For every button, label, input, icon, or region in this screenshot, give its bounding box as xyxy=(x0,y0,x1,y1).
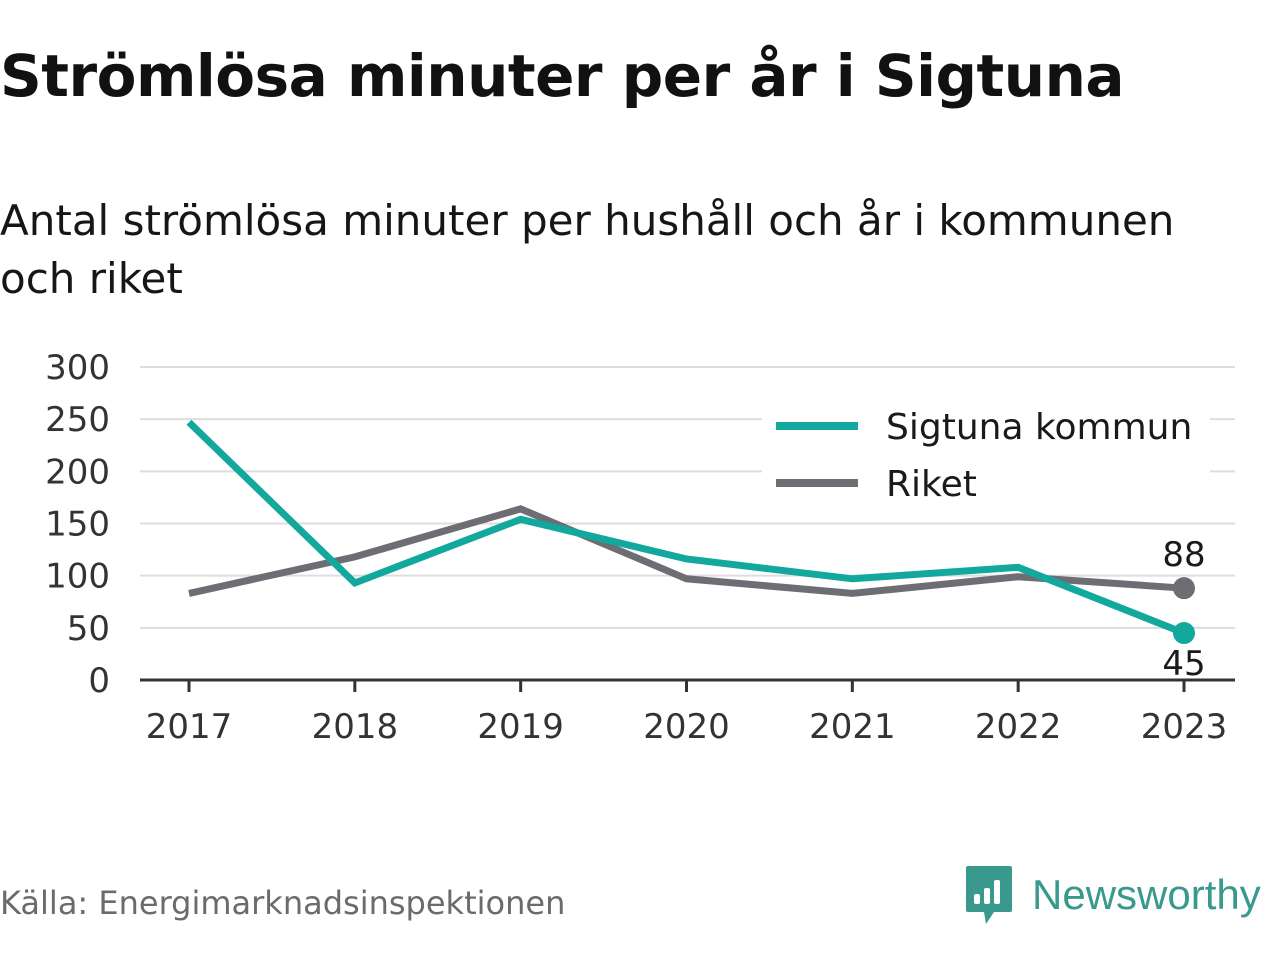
y-tick-label: 150 xyxy=(45,505,110,545)
y-tick-label: 50 xyxy=(67,609,110,649)
brand-name: Newsworthy xyxy=(1032,871,1261,918)
x-tick-label: 2021 xyxy=(809,707,896,747)
chart-subtitle: Antal strömlösa minuter per hushåll och … xyxy=(0,196,1175,303)
x-tick-label: 2022 xyxy=(975,707,1062,747)
legend: Sigtuna kommun Riket xyxy=(762,398,1210,516)
end-label-sigtuna: 45 xyxy=(1162,644,1205,684)
source-note: Källa: Energimarknadsinspektionen xyxy=(0,884,566,922)
end-point-riket xyxy=(1173,577,1195,600)
legend-label: Sigtuna kommun xyxy=(886,407,1192,448)
series-line-sigtuna xyxy=(186,419,1186,637)
y-axis-ticks: 0 50 100 150 200 250 300 xyxy=(45,348,110,701)
y-tick-label: 300 xyxy=(45,348,110,388)
legend-background xyxy=(762,398,1210,516)
x-tick-label: 2019 xyxy=(477,707,564,747)
x-tick-label: 2017 xyxy=(146,707,233,747)
series-lines: 45 88 xyxy=(186,419,1209,687)
x-tick-label: 2018 xyxy=(312,707,399,747)
end-point-sigtuna xyxy=(1173,622,1195,645)
bar-chart-speech-bubble-icon xyxy=(966,866,1012,924)
chart-title: Strömlösa minuter per år i Sigtuna xyxy=(0,42,1125,110)
series-line-riket xyxy=(188,505,1185,597)
x-tick-label: 2020 xyxy=(643,707,730,747)
x-axis: 2017 2018 2019 2020 2021 2022 2023 xyxy=(140,678,1235,747)
gridlines xyxy=(140,366,1235,629)
x-tick-label: 2023 xyxy=(1141,707,1228,747)
legend-label: Riket xyxy=(886,464,977,505)
brand-logo: Newsworthy xyxy=(964,862,1261,928)
y-tick-label: 250 xyxy=(45,400,110,440)
y-tick-label: 200 xyxy=(45,452,110,492)
y-tick-label: 100 xyxy=(45,557,110,597)
end-label-riket: 88 xyxy=(1162,535,1205,575)
y-tick-label: 0 xyxy=(88,661,110,701)
